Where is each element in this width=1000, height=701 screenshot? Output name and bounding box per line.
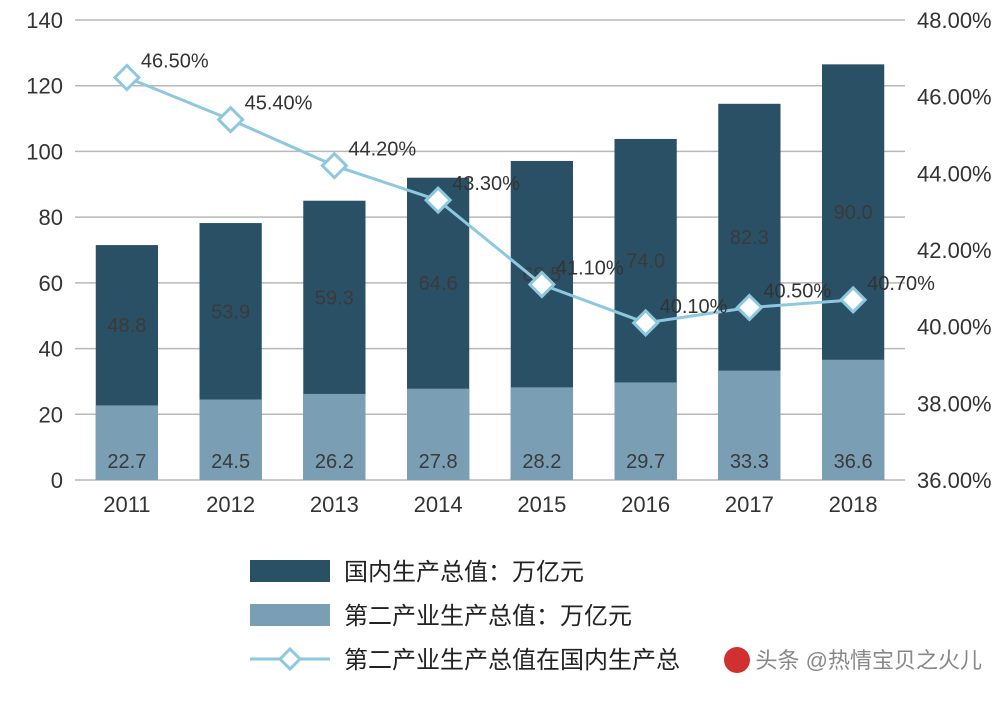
right-axis-tick: 40.00% (917, 315, 992, 340)
bar-gdp-label: 48.8 (107, 315, 146, 337)
x-axis-tick: 2018 (829, 492, 878, 517)
legend-swatch-secondary (250, 604, 330, 626)
left-axis-tick: 0 (51, 468, 63, 493)
right-axis-tick: 36.00% (917, 468, 992, 493)
bar-gdp-label: 59.3 (315, 287, 354, 309)
bar-gdp-label: 82.3 (730, 227, 769, 249)
left-axis-tick: 80 (39, 205, 63, 230)
x-axis-tick: 2017 (725, 492, 774, 517)
line-marker (322, 154, 346, 178)
watermark-author: @热情宝贝之火儿 (806, 648, 982, 673)
right-axis-tick: 48.00% (917, 8, 992, 33)
x-axis-tick: 2013 (310, 492, 359, 517)
line-value-label: 46.50% (141, 51, 209, 73)
left-axis-tick: 140 (26, 8, 63, 33)
bar-gdp-label: 90.0 (834, 202, 873, 224)
legend-marker-line (280, 649, 300, 669)
x-axis-tick: 2011 (103, 492, 150, 517)
watermark-prefix: 头条 (756, 648, 800, 673)
line-value-label: 44.20% (348, 139, 416, 161)
chart-container: 0 20 40 60 80 100 120 140 36.00% 38.00% 40.00% 42.0… (0, 0, 1000, 701)
legend-swatch-gdp (250, 560, 330, 582)
left-axis-tick: 100 (26, 139, 63, 164)
line-marker (219, 108, 243, 132)
line-value-label: 40.70% (867, 273, 935, 295)
bar-secondary-label: 28.2 (522, 451, 561, 473)
bar-secondary-label: 29.7 (626, 451, 665, 473)
line-value-label: 41.10% (556, 258, 624, 280)
left-axis-tick: 40 (39, 337, 63, 362)
x-axis-tick: 2012 (206, 492, 255, 517)
legend-line-label: 第二产业生产总值在国内生产总 (344, 647, 680, 674)
right-axis-tick: 42.00% (917, 238, 992, 263)
line-value-label: 40.50% (763, 281, 831, 303)
watermark: 头条 @热情宝贝之火儿 (724, 643, 982, 675)
bar-gdp-label: 74.0 (626, 251, 665, 273)
bar-secondary-label: 33.3 (730, 451, 769, 473)
bar-secondary-label: 36.6 (834, 451, 873, 473)
x-axis-tick: 2016 (621, 492, 670, 517)
line-value-label: 40.10% (660, 296, 728, 318)
x-axis-tick: 2014 (414, 492, 463, 517)
bar-secondary-label: 27.8 (419, 451, 458, 473)
left-axis-tick: 120 (26, 74, 63, 99)
line-value-label: 43.30% (452, 173, 520, 195)
left-axis-tick: 60 (39, 271, 63, 296)
right-axis-tick: 46.00% (917, 85, 992, 110)
line-value-label: 45.40% (245, 93, 313, 115)
legend-gdp-label: 国内生产总值：万亿元 (344, 559, 584, 586)
bar-gdp-label: 64.6 (419, 273, 458, 295)
toutiao-icon (724, 647, 750, 673)
x-axis-tick: 2015 (517, 492, 566, 517)
right-axis-tick: 38.00% (917, 391, 992, 416)
bar-gdp-label: 53.9 (211, 301, 250, 323)
bar-secondary-label: 26.2 (315, 451, 354, 473)
chart-svg: 0 20 40 60 80 100 120 140 36.00% 38.00% 40.00% 42.0… (0, 0, 1000, 701)
bar-secondary-label: 22.7 (107, 451, 146, 473)
bar-secondary-label: 24.5 (211, 451, 250, 473)
legend-secondary-label: 第二产业生产总值：万亿元 (344, 603, 632, 630)
left-axis-tick: 20 (39, 402, 63, 427)
right-axis-tick: 44.00% (917, 161, 992, 186)
